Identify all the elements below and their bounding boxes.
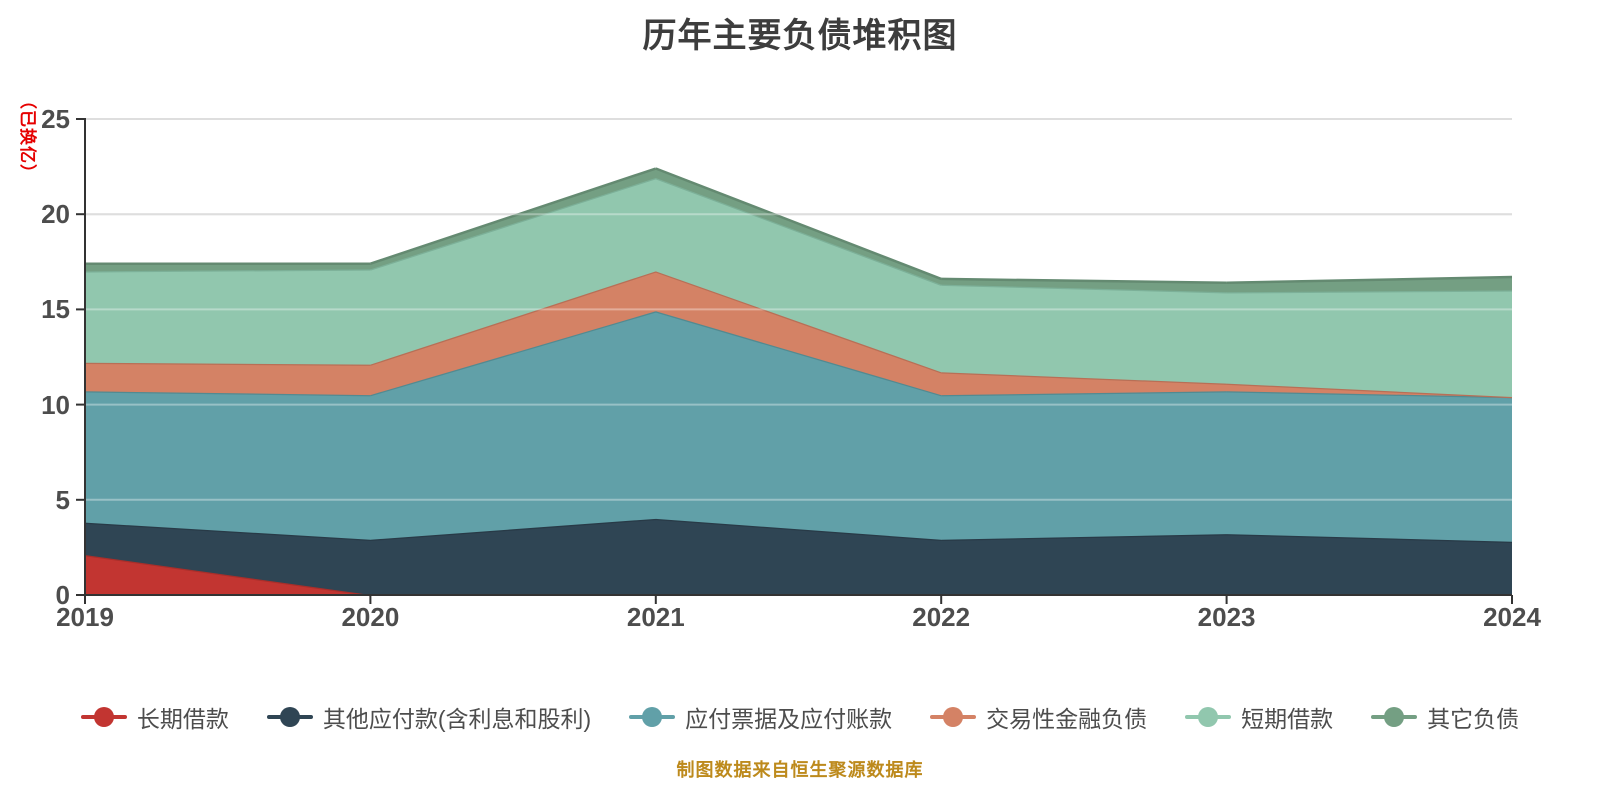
series-top-line: [941, 277, 1227, 284]
legend-marker-icon: [1185, 707, 1232, 727]
legend-marker-icon: [266, 707, 313, 727]
area-series[interactable]: [85, 311, 1512, 542]
series-top-line: [655, 167, 942, 281]
area-series[interactable]: [85, 168, 1512, 293]
legend-marker-icon: [930, 707, 977, 727]
legend: 长期借款 其他应付款(含利息和股利) 应付票据及应付账款 交易性金融负债 短期借款 其它负…: [0, 700, 1600, 734]
footer-note: 制图数据来自恒生聚源数据库: [676, 760, 924, 780]
legend-marker-icon: [80, 707, 127, 727]
legend-label: 其它负债: [1427, 706, 1520, 732]
legend-label: 应付票据及应付账款: [685, 706, 893, 732]
legend-item[interactable]: 交易性金融负债: [930, 700, 1147, 734]
legend-marker-icon: [1371, 707, 1418, 727]
legend-item[interactable]: 其它负债: [1371, 700, 1519, 734]
legend-marker-icon: [629, 707, 676, 727]
area-series[interactable]: [85, 555, 1512, 595]
legend-label: 其他应付款(含利息和股利): [322, 706, 592, 732]
area-series[interactable]: [85, 178, 1512, 397]
legend-label: 交易性金融负债: [986, 706, 1148, 732]
area-series[interactable]: [85, 518, 1512, 595]
series-top-line: [1226, 275, 1513, 284]
legend-item[interactable]: 其他应付款(含利息和股利): [266, 700, 592, 734]
legend-item[interactable]: 短期借款: [1185, 700, 1333, 734]
chart-title: 历年主要负债堆积图: [642, 17, 958, 55]
legend-label: 短期借款: [1241, 706, 1334, 732]
legend-item[interactable]: 应付票据及应付账款: [629, 700, 892, 734]
legend-item[interactable]: 长期借款: [80, 700, 229, 734]
series-top-line: [370, 167, 657, 265]
area-series[interactable]: [85, 271, 1512, 397]
series-top-line: [370, 176, 657, 271]
legend-label: 长期借款: [136, 706, 229, 732]
